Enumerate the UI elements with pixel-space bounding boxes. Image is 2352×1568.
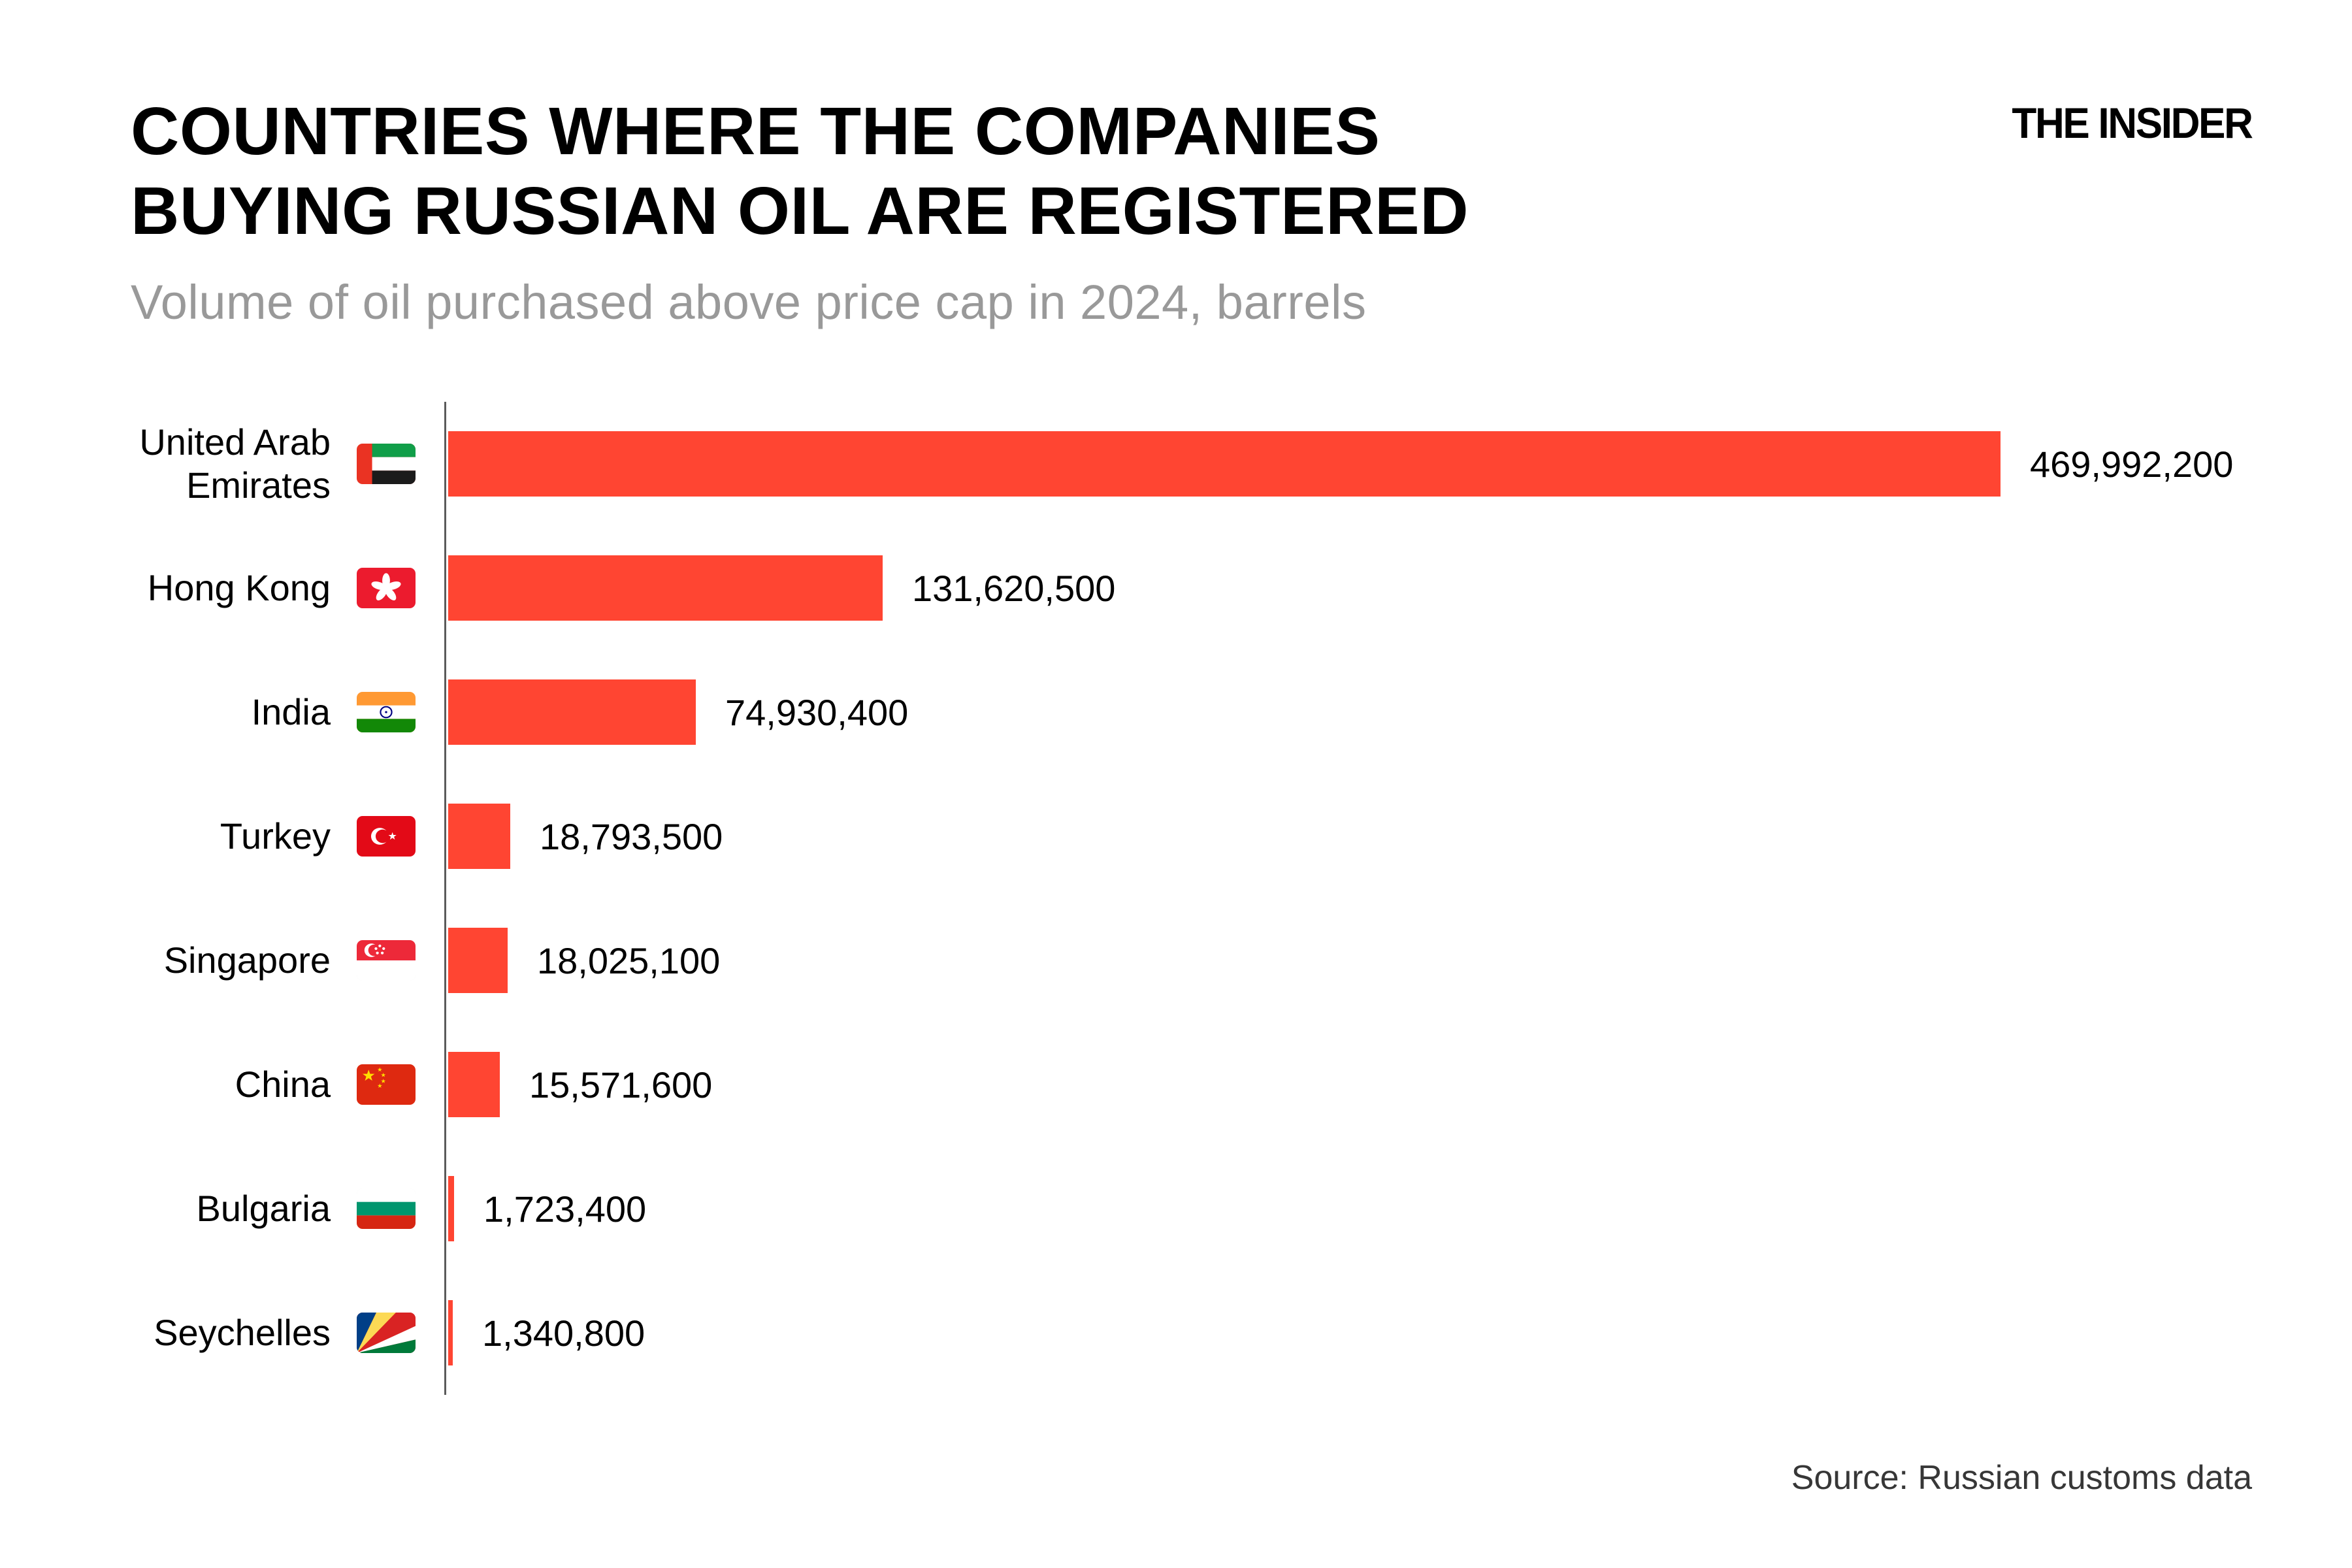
value-bar [448, 1300, 453, 1365]
chart-row: China 15,571,600 [131, 1022, 2313, 1147]
bar-area: 1,723,400 [444, 1147, 2313, 1271]
country-label: Singapore [163, 939, 331, 981]
source-note: Source: Russian customs data [1791, 1459, 2252, 1497]
value-bar [448, 679, 696, 745]
bar-area: 15,571,600 [444, 1022, 2313, 1147]
bar-area: 74,930,400 [444, 650, 2313, 774]
flag-hong-kong [357, 568, 416, 608]
chart-row: Singapore 18,025,100 [131, 898, 2313, 1022]
chart-title: COUNTRIES WHERE THE COMPANIES BUYING RUS… [131, 91, 2252, 251]
chart-row: Hong Kong 131,620,500 [131, 526, 2313, 650]
value-bar [448, 804, 510, 869]
value-label: 18,025,100 [537, 939, 721, 981]
bar-area: 18,025,100 [444, 898, 2313, 1022]
value-label: 1,340,800 [482, 1312, 645, 1354]
country-label: China [235, 1063, 331, 1105]
bar-area: 1,340,800 [444, 1271, 2313, 1395]
value-bar [448, 1176, 454, 1241]
value-label: 131,620,500 [912, 567, 1116, 609]
chart-row: United Arab Emirates 469,992,200 [131, 402, 2313, 526]
chart-row: India 74,930,400 [131, 650, 2313, 774]
flag-india [357, 692, 416, 732]
chart-row: Turkey 18,793,500 [131, 774, 2313, 898]
country-label: Turkey [220, 815, 331, 857]
country-label: United Arab Emirates [139, 421, 331, 506]
value-bar [448, 555, 883, 621]
value-bar [448, 431, 2001, 497]
value-bar [448, 1052, 500, 1117]
chart-title-line1: COUNTRIES WHERE THE COMPANIES [131, 93, 1380, 169]
value-label: 1,723,400 [483, 1188, 647, 1230]
value-bar [448, 928, 508, 993]
flag-united-arab-emirates [357, 444, 416, 484]
flag-turkey [357, 816, 416, 857]
chart-row: Bulgaria 1,723,400 [131, 1147, 2313, 1271]
bar-area: 469,992,200 [444, 402, 2313, 526]
value-label: 469,992,200 [2030, 443, 2234, 485]
chart-title-line2: BUYING RUSSIAN OIL ARE REGISTERED [131, 173, 1469, 248]
bar-chart: United Arab Emirates 469,992,200 Hong Ko… [131, 402, 2313, 1395]
country-label: Hong Kong [147, 566, 331, 608]
value-label: 74,930,400 [725, 691, 909, 733]
country-label: Bulgaria [196, 1187, 331, 1229]
the-insider-logo: THE INSIDER [2012, 99, 2253, 147]
country-label: Seychelles [154, 1311, 331, 1353]
value-label: 18,793,500 [540, 815, 723, 857]
chart-row: Seychelles 1,340,800 [131, 1271, 2313, 1395]
flag-seychelles [357, 1313, 416, 1353]
chart-subtitle: Volume of oil purchased above price cap … [131, 275, 1367, 329]
header: COUNTRIES WHERE THE COMPANIES BUYING RUS… [131, 91, 2253, 330]
country-label: India [251, 691, 331, 732]
value-label: 15,571,600 [529, 1064, 713, 1105]
flag-china [357, 1064, 416, 1105]
flag-singapore [357, 940, 416, 981]
flag-bulgaria [357, 1188, 416, 1229]
bar-area: 18,793,500 [444, 774, 2313, 898]
bar-area: 131,620,500 [444, 526, 2313, 650]
